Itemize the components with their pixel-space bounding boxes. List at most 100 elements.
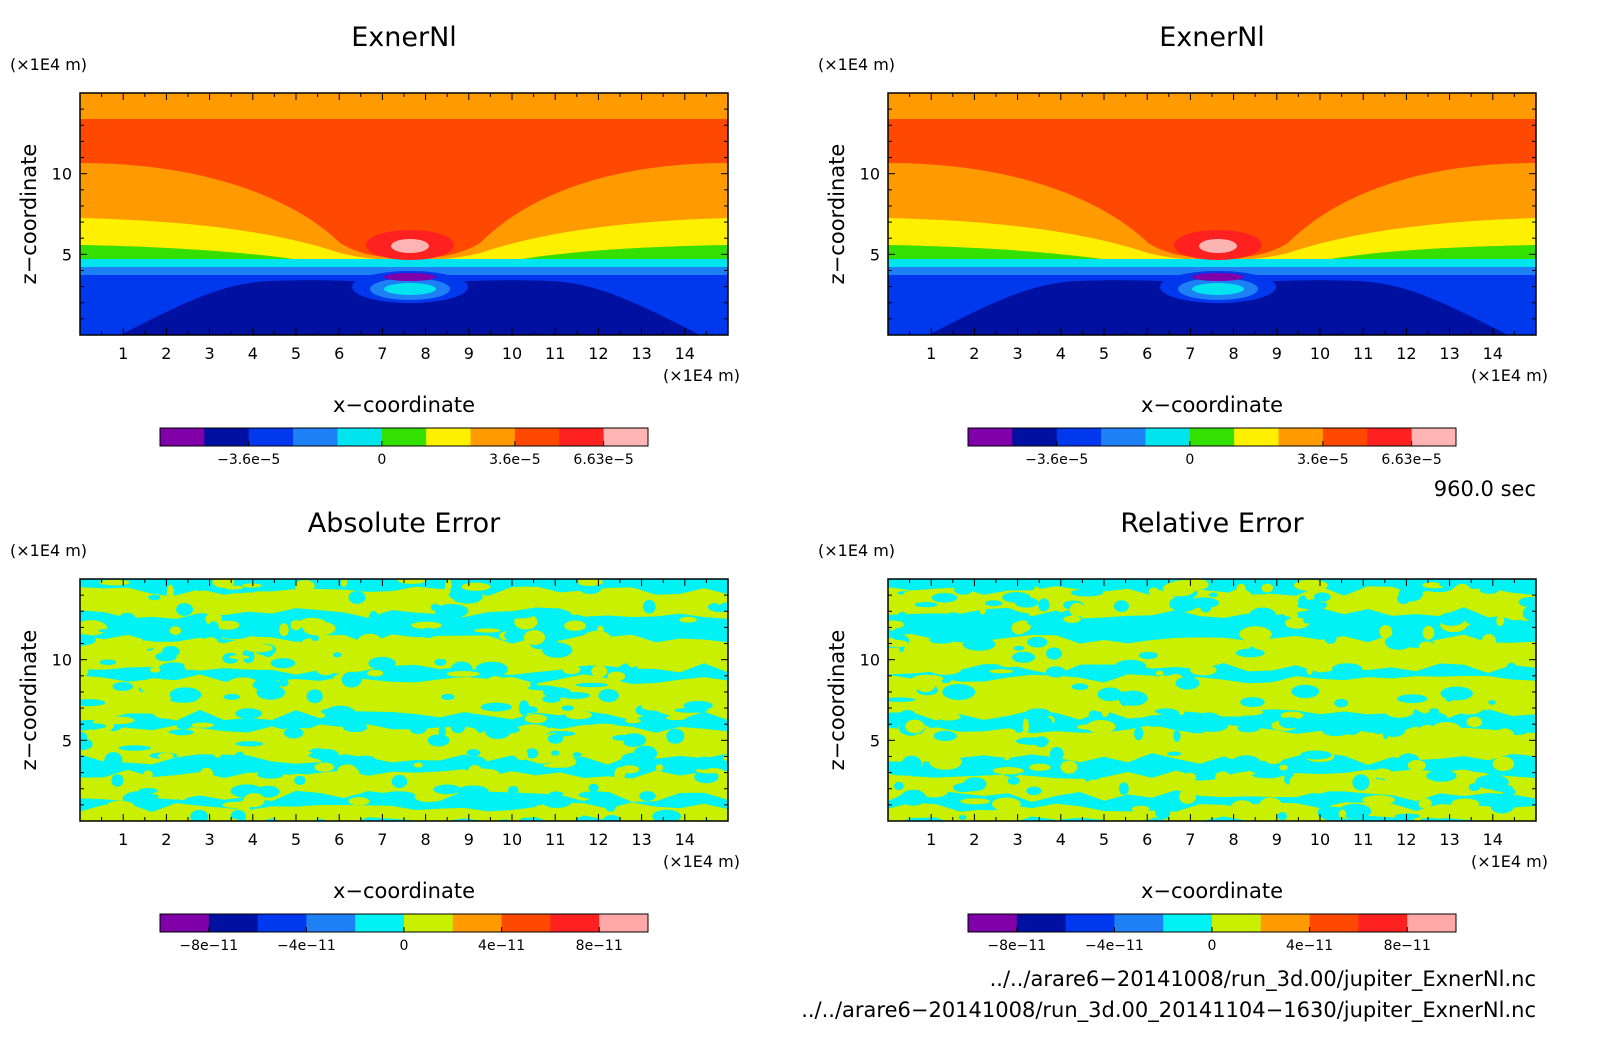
contour-band bbox=[1398, 586, 1423, 602]
contour-band bbox=[369, 611, 379, 625]
contour-band bbox=[523, 630, 546, 645]
contour-band bbox=[355, 695, 375, 700]
x-tick-label: 10 bbox=[502, 344, 522, 363]
y-tick-label: 10 bbox=[860, 165, 880, 184]
contour-band bbox=[645, 693, 666, 702]
colorbar-tick-label: −8e−11 bbox=[987, 938, 1046, 954]
contour-band bbox=[583, 630, 611, 644]
contour-band bbox=[1371, 723, 1385, 735]
contour-band bbox=[542, 796, 572, 808]
y-axis-label: z−coordinate bbox=[17, 630, 41, 771]
contour-band bbox=[1210, 804, 1235, 817]
x-tick-label: 4 bbox=[1056, 344, 1066, 363]
x-tick-label: 3 bbox=[1013, 830, 1023, 849]
contour-band bbox=[139, 678, 170, 694]
contour-field bbox=[80, 579, 728, 821]
x-tick-label: 12 bbox=[1396, 344, 1416, 363]
contour-band bbox=[962, 637, 996, 651]
contour-band bbox=[340, 579, 348, 587]
contour-band bbox=[317, 656, 326, 672]
contour-band bbox=[1087, 761, 1111, 774]
contour-band bbox=[576, 579, 604, 586]
contour-band bbox=[1232, 708, 1264, 716]
x-tick-label: 4 bbox=[248, 344, 258, 363]
contour-band bbox=[306, 689, 323, 704]
x-tick-label: 1 bbox=[118, 830, 128, 849]
contour-band bbox=[929, 754, 962, 770]
contour-band bbox=[234, 751, 246, 767]
contour-band bbox=[992, 767, 1024, 775]
colorbar-swatch bbox=[968, 428, 1013, 446]
plot-area: 1 2 3 4 5 6 7 8 9 10 11 12 13 14510z−coordinate(×1E4 … bbox=[825, 578, 1548, 903]
contour-band bbox=[111, 774, 124, 787]
contour-band bbox=[352, 640, 360, 652]
colorbar-swatch bbox=[1234, 428, 1280, 446]
contour-band bbox=[901, 755, 922, 771]
contour-band bbox=[1278, 717, 1302, 729]
x-tick-label: 11 bbox=[545, 830, 565, 849]
contour-band bbox=[411, 621, 442, 629]
contour-band bbox=[596, 625, 604, 636]
contour-band bbox=[1037, 781, 1067, 794]
x-tick-label: 5 bbox=[291, 830, 301, 849]
contour-band bbox=[888, 769, 922, 776]
contour-band bbox=[314, 762, 335, 772]
contour-band bbox=[897, 611, 908, 625]
contour-band bbox=[1087, 698, 1108, 705]
contour-band bbox=[1164, 783, 1180, 789]
contour-band bbox=[1002, 592, 1031, 603]
contour-band bbox=[523, 579, 542, 588]
contour-band bbox=[1114, 659, 1147, 673]
contour-band bbox=[205, 807, 226, 815]
x-tick-label: 8 bbox=[421, 830, 431, 849]
contour-band bbox=[622, 629, 645, 635]
contour-band bbox=[302, 621, 336, 636]
contour-band bbox=[911, 733, 928, 750]
contour-band bbox=[526, 801, 545, 806]
colorbar-tick-label: −3.6e−5 bbox=[1025, 452, 1088, 468]
x-tick-label: 14 bbox=[1483, 830, 1503, 849]
contour-band bbox=[1237, 725, 1260, 733]
contour-band bbox=[294, 775, 306, 786]
contour-band bbox=[354, 755, 376, 763]
contour-band bbox=[620, 765, 640, 774]
x-tick-label: 10 bbox=[1310, 830, 1330, 849]
contour-band bbox=[1039, 716, 1053, 731]
x-tick-label: 6 bbox=[1142, 830, 1152, 849]
contour-band bbox=[1362, 795, 1396, 805]
contour-band bbox=[457, 785, 489, 797]
colorbar-swatch bbox=[1407, 914, 1457, 932]
contour-band bbox=[888, 634, 1536, 675]
colorbar-tick-label: 8e−11 bbox=[1384, 938, 1431, 954]
contour-band bbox=[602, 814, 622, 821]
colorbar-swatch bbox=[404, 914, 454, 932]
contour-band bbox=[914, 644, 931, 660]
time-label: 960.0 sec bbox=[1434, 477, 1536, 501]
contour-band bbox=[625, 718, 641, 724]
contour-band bbox=[694, 756, 713, 770]
contour-band bbox=[167, 761, 193, 771]
plot-area: 1 2 3 4 5 6 7 8 9 10 11 12 13 14510z−coordinate(×1E4 … bbox=[17, 578, 740, 903]
x-tick-label: 9 bbox=[464, 830, 474, 849]
x-tick-label: 14 bbox=[675, 830, 695, 849]
colorbar-tick-label: 6.63e−5 bbox=[1381, 452, 1441, 468]
contour-band bbox=[1190, 664, 1217, 676]
contour-band bbox=[102, 756, 116, 773]
contour-band bbox=[1481, 634, 1497, 649]
x-tick-label: 10 bbox=[1310, 344, 1330, 363]
contour-band bbox=[714, 595, 725, 605]
plot-area: 1 2 3 4 5 6 7 8 9 10 11 12 13 14510z−coordinate(×1E4 … bbox=[825, 92, 1548, 417]
x-tick-label: 1 bbox=[118, 344, 128, 363]
contour-band bbox=[996, 787, 1016, 793]
contour-band bbox=[960, 798, 991, 805]
contour-band bbox=[1522, 606, 1536, 621]
x-tick-label: 9 bbox=[1272, 344, 1282, 363]
colorbar-swatch bbox=[514, 428, 560, 446]
colorbar-swatch bbox=[204, 428, 250, 446]
y-axis-label: z−coordinate bbox=[825, 630, 849, 771]
y-tick-label: 5 bbox=[870, 245, 880, 264]
contour-band bbox=[434, 658, 447, 666]
contour-band bbox=[1013, 645, 1025, 651]
contour-band bbox=[1116, 631, 1126, 641]
